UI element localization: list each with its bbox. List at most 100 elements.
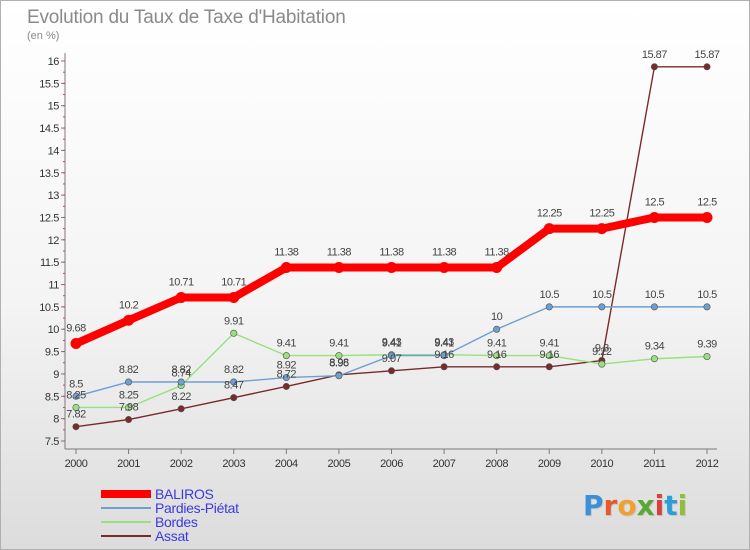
x-tick-label: 2002 (170, 458, 193, 470)
y-tick-label: 15 (48, 101, 60, 113)
data-point-pardies-pietat (282, 374, 290, 382)
data-label-assat: 9.16 (487, 349, 507, 361)
y-tick-label: 12.5 (39, 212, 59, 224)
y-tick-label: 10.5 (39, 302, 59, 314)
data-label-baliros: 11.38 (379, 247, 404, 259)
data-point-bordes (282, 352, 290, 360)
data-point-baliros (438, 262, 450, 274)
data-point-pardies-pietat (703, 303, 711, 311)
data-label-bordes: 9.41 (277, 338, 297, 350)
data-label-bordes: 9.22 (592, 346, 612, 358)
data-point-pardies-pietat (545, 303, 553, 311)
logo-letter: r (603, 489, 618, 522)
y-tick-label: 15.5 (39, 78, 59, 90)
x-tick-label: 2010 (590, 458, 613, 470)
y-tick-label: 8 (53, 414, 59, 426)
data-label-assat: 9.3 (595, 343, 609, 355)
data-label-bordes: 9.43 (382, 337, 402, 349)
data-point-pardies-pietat (72, 392, 80, 400)
data-label-pardies-pietat: 8.96 (329, 358, 349, 370)
data-point-baliros (701, 211, 713, 223)
chart-subtitle: (en %) (27, 30, 60, 42)
legend-label-assat: Assat (155, 528, 189, 544)
y-tick-label: 12 (48, 235, 60, 247)
data-point-baliros (596, 223, 608, 235)
logo-letter: o (617, 489, 637, 522)
data-label-baliros: 10.71 (221, 276, 246, 288)
data-label-bordes: 9.43 (434, 337, 454, 349)
x-tick-label: 2011 (643, 458, 665, 470)
data-label-bordes: 8.25 (66, 389, 86, 401)
data-label-bordes: 8.74 (171, 368, 191, 380)
x-tick-label: 2007 (433, 458, 456, 470)
y-tick-label: 9 (53, 369, 59, 381)
legend-swatch-assat (101, 535, 151, 537)
data-point-baliros (70, 338, 82, 350)
data-point-assat (493, 363, 501, 371)
data-point-baliros (175, 291, 187, 303)
data-label-assat: 15.87 (642, 49, 667, 61)
data-label-pardies-pietat: 10.5 (645, 289, 665, 301)
x-tick-label: 2012 (696, 458, 719, 470)
chart-title: Evolution du Taux de Taxe d'Habitation (27, 7, 346, 28)
data-label-pardies-pietat: 8.82 (119, 364, 139, 376)
data-label-baliros: 10.71 (169, 276, 194, 288)
logo-letter: i (677, 489, 688, 522)
x-tick-label: 2006 (380, 458, 403, 470)
data-label-pardies-pietat: 8.82 (171, 364, 191, 376)
legend-swatch-bordes (101, 521, 151, 523)
data-label-assat: 8.47 (224, 380, 244, 392)
y-tick-label: 11 (48, 280, 59, 292)
data-point-assat (125, 416, 133, 424)
data-label-assat: 8.98 (329, 357, 349, 369)
data-point-pardies-pietat (125, 378, 133, 386)
data-label-baliros: 12.5 (645, 196, 665, 208)
data-point-pardies-pietat (440, 352, 448, 360)
data-label-pardies-pietat: 10.5 (540, 289, 560, 301)
data-point-assat (703, 63, 711, 71)
y-tick-label: 14.5 (39, 123, 59, 135)
data-label-pardies-pietat: 8.5 (69, 378, 83, 390)
x-tick-label: 2000 (65, 458, 88, 470)
data-label-bordes: 9.41 (487, 338, 507, 350)
data-label-baliros: 11.38 (274, 247, 299, 259)
y-tick-label: 10 (48, 324, 60, 336)
data-point-assat (72, 423, 80, 431)
data-point-assat (545, 363, 553, 371)
data-point-bordes (335, 352, 343, 360)
logo-letter: x (636, 489, 655, 522)
y-tick-label: 11.5 (40, 257, 59, 269)
data-point-pardies-pietat (335, 372, 343, 380)
data-point-assat (440, 363, 448, 371)
data-label-assat: 8.22 (171, 391, 191, 403)
data-point-bordes (545, 352, 553, 360)
data-label-assat: 9.07 (382, 353, 402, 365)
data-label-pardies-pietat: 9.41 (382, 338, 402, 350)
data-label-pardies-pietat: 10.5 (697, 289, 717, 301)
data-label-baliros: 12.25 (589, 208, 614, 220)
data-label-baliros: 10.2 (119, 299, 139, 311)
data-label-bordes: 8.25 (119, 389, 139, 401)
data-point-bordes (703, 353, 711, 361)
data-point-assat (230, 394, 238, 402)
data-label-baliros: 11.38 (485, 247, 510, 259)
data-point-bordes (493, 352, 501, 360)
data-point-pardies-pietat (598, 303, 606, 311)
x-tick-label: 2001 (117, 458, 140, 470)
data-point-baliros (280, 262, 292, 274)
x-tick-label: 2009 (538, 458, 561, 470)
data-label-bordes: 9.34 (645, 341, 665, 353)
data-point-baliros (333, 262, 345, 274)
data-label-pardies-pietat: 10.5 (592, 289, 612, 301)
data-point-assat (650, 63, 658, 71)
data-point-pardies-pietat (387, 352, 395, 360)
legend-swatch-baliros (101, 490, 151, 498)
data-label-pardies-pietat: 8.82 (224, 364, 244, 376)
data-label-pardies-pietat: 9.41 (434, 338, 454, 350)
data-label-baliros: 9.68 (66, 323, 86, 335)
data-point-bordes (598, 360, 606, 368)
data-point-assat (282, 382, 290, 390)
data-point-baliros (228, 291, 240, 303)
x-tick-label: 2003 (222, 458, 245, 470)
y-tick-label: 13 (48, 190, 60, 202)
